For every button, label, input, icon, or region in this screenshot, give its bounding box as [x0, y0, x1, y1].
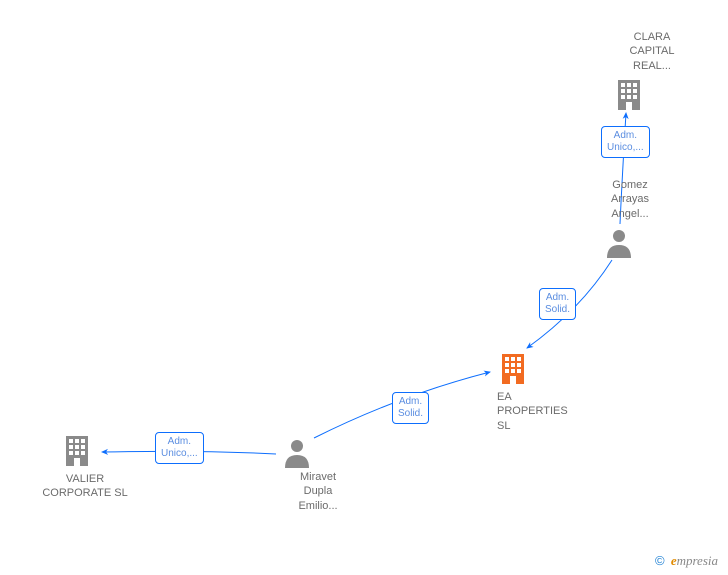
node-label: CLARA CAPITAL REAL...: [612, 30, 692, 73]
watermark-empresia: © empresia: [655, 553, 718, 569]
node-label: VALIER CORPORATE SL: [25, 472, 145, 501]
node-clara-capital[interactable]: CLARA CAPITAL REAL...: [612, 30, 692, 73]
building-icon: [498, 352, 528, 389]
edge-label-adm-unico: Adm. Unico,...: [155, 432, 204, 464]
node-label: Miravet Dupla Emilio...: [278, 470, 358, 513]
edge-label-adm-solid: Adm. Solid.: [539, 288, 576, 320]
copyright-symbol: ©: [655, 553, 665, 568]
person-icon: [284, 438, 310, 473]
node-gomez-arrayas[interactable]: Gomez Arrayas Angel...: [590, 178, 670, 221]
node-label: Gomez Arrayas Angel...: [590, 178, 670, 221]
node-label: EA PROPERTIES SL: [497, 390, 587, 433]
edge-label-adm-solid: Adm. Solid.: [392, 392, 429, 424]
building-icon: [614, 78, 644, 115]
brand-rest: mpresia: [677, 553, 718, 568]
node-valier-corporate[interactable]: VALIER CORPORATE SL: [25, 472, 145, 501]
node-miravet-dupla[interactable]: Miravet Dupla Emilio...: [278, 470, 358, 513]
node-ea-properties[interactable]: EA PROPERTIES SL: [497, 390, 587, 433]
person-icon: [606, 228, 632, 263]
edge-label-adm-unico: Adm. Unico,...: [601, 126, 650, 158]
building-icon: [62, 434, 92, 471]
